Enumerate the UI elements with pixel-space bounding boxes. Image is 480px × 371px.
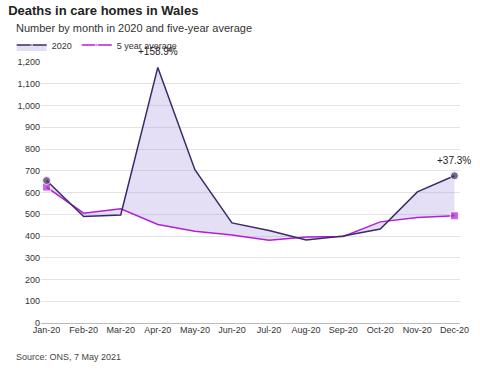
svg-text:1,100: 1,100 — [17, 79, 40, 89]
svg-text:800: 800 — [25, 144, 40, 154]
svg-text:Jun-20: Jun-20 — [218, 325, 246, 335]
svg-text:700: 700 — [25, 166, 40, 176]
svg-text:2020: 2020 — [52, 41, 72, 51]
svg-text:Aug-20: Aug-20 — [292, 325, 321, 335]
svg-text:Mar-20: Mar-20 — [106, 325, 135, 335]
svg-text:+158.9%: +158.9% — [138, 46, 178, 57]
svg-text:Oct-20: Oct-20 — [367, 325, 394, 335]
svg-text:+37.3%: +37.3% — [437, 155, 471, 166]
svg-text:900: 900 — [25, 122, 40, 132]
svg-text:Source: ONS, 7 May 2021: Source: ONS, 7 May 2021 — [16, 352, 121, 362]
svg-text:Jul-20: Jul-20 — [257, 325, 282, 335]
svg-text:Feb-20: Feb-20 — [69, 325, 98, 335]
svg-text:500: 500 — [25, 209, 40, 219]
svg-text:1,000: 1,000 — [17, 101, 40, 111]
svg-text:100: 100 — [25, 296, 40, 306]
svg-text:1,200: 1,200 — [17, 57, 40, 67]
svg-text:600: 600 — [25, 188, 40, 198]
svg-text:300: 300 — [25, 253, 40, 263]
svg-text:Dec-20: Dec-20 — [440, 325, 469, 335]
svg-text:Sep-20: Sep-20 — [329, 325, 358, 335]
svg-text:0: 0 — [35, 318, 40, 328]
svg-text:200: 200 — [25, 275, 40, 285]
svg-text:Nov-20: Nov-20 — [403, 325, 432, 335]
svg-text:5 year average: 5 year average — [117, 41, 177, 51]
svg-text:Apr-20: Apr-20 — [144, 325, 171, 335]
svg-text:May-20: May-20 — [180, 325, 210, 335]
svg-text:Jan-20: Jan-20 — [33, 325, 61, 335]
svg-text:Number by month in 2020 and fi: Number by month in 2020 and five-year av… — [16, 22, 252, 34]
svg-text:400: 400 — [25, 231, 40, 241]
svg-text:Deaths in care homes in Wales: Deaths in care homes in Wales — [8, 3, 198, 18]
